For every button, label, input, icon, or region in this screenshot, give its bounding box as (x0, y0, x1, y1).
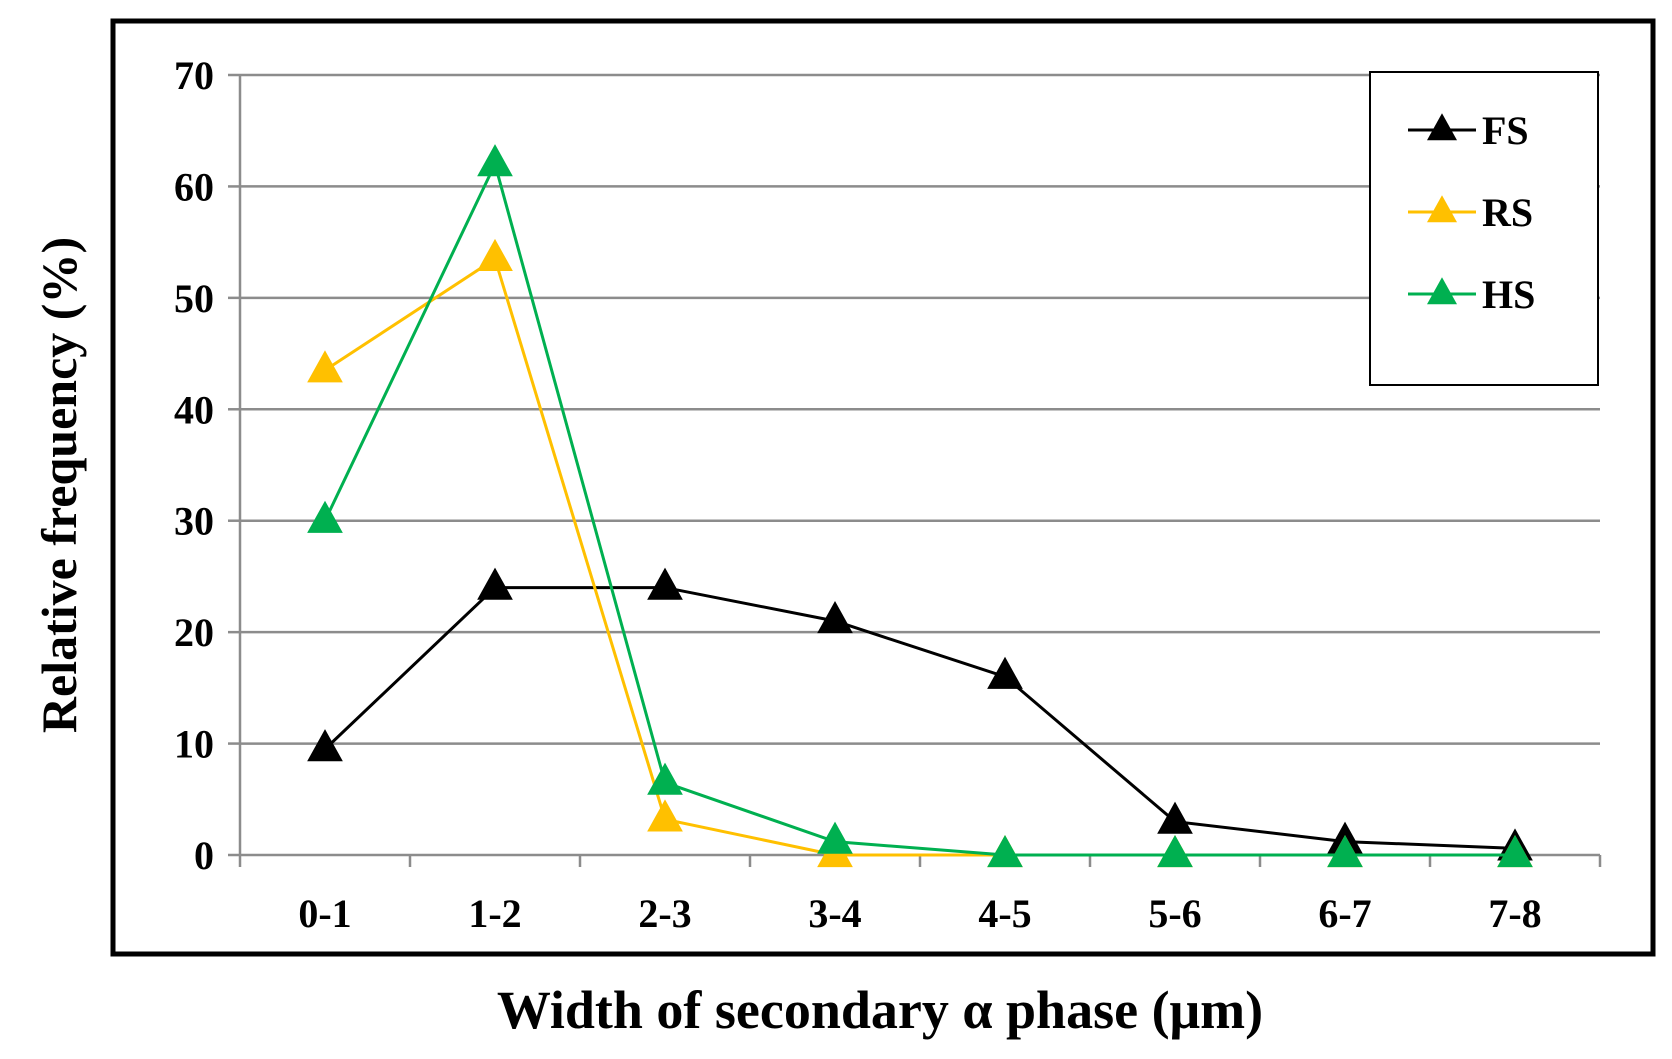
data-point-fs (1157, 801, 1193, 834)
data-point-hs (1497, 834, 1533, 868)
y-tick-label: 40 (174, 387, 214, 432)
y-tick-labels: 0 10 20 30 40 50 60 70 (174, 53, 214, 878)
legend-label: FS (1482, 108, 1529, 153)
data-point-rs (307, 350, 343, 383)
data-point-hs (647, 762, 683, 795)
series-layer (307, 144, 1533, 868)
x-tick-label: 3-4 (808, 891, 861, 936)
data-point-hs (1327, 834, 1363, 868)
x-axis-title: Width of secondary α phase (μm) (497, 980, 1263, 1040)
legend-label: RS (1482, 190, 1533, 235)
legend-marker (1427, 113, 1457, 141)
x-tick-label: 7-8 (1488, 891, 1541, 936)
y-tick-label: 30 (174, 499, 214, 544)
data-point-hs (1157, 834, 1193, 868)
x-tick-label: 4-5 (978, 891, 1031, 936)
x-tick-labels: 0-1 1-2 2-3 3-4 4-5 5-6 6-7 7-8 (298, 891, 1541, 936)
data-point-hs (307, 500, 343, 533)
legend-label: HS (1482, 272, 1535, 317)
x-tick-label: 6-7 (1318, 891, 1371, 936)
y-axis-title: Relative frequency (%) (31, 237, 87, 733)
y-tick-label: 0 (194, 833, 214, 878)
data-point-fs (987, 656, 1023, 689)
data-point-fs (647, 567, 683, 600)
y-tick-label: 60 (174, 164, 214, 209)
data-point-fs (817, 600, 853, 634)
x-tick-label: 2-3 (638, 891, 691, 936)
x-tick-label: 1-2 (468, 891, 521, 936)
data-point-rs (647, 799, 683, 832)
data-point-fs (477, 567, 513, 600)
data-point-hs (987, 834, 1023, 868)
series-hs (307, 144, 1533, 868)
legend: FS RS HS (1369, 71, 1599, 386)
legend-entry-hs: HS (1408, 272, 1535, 317)
y-tick-label: 20 (174, 610, 214, 655)
legend-entry-fs: FS (1408, 108, 1529, 153)
series-line-hs (323, 159, 1515, 857)
y-tick-label: 10 (174, 722, 214, 767)
data-point-hs (477, 144, 513, 177)
y-tick-label: 70 (174, 53, 214, 98)
legend-marker (1427, 277, 1457, 305)
x-tick-label: 5-6 (1148, 891, 1201, 936)
series-line-fs (323, 586, 1516, 850)
data-point-rs (477, 238, 513, 271)
data-point-hs (817, 821, 853, 854)
legend-box (1369, 71, 1599, 386)
y-tick-label: 50 (174, 276, 214, 321)
legend-entry-rs: RS (1408, 190, 1533, 235)
data-point-fs (307, 729, 343, 762)
legend-marker (1427, 195, 1457, 223)
x-tick-label: 0-1 (298, 891, 351, 936)
